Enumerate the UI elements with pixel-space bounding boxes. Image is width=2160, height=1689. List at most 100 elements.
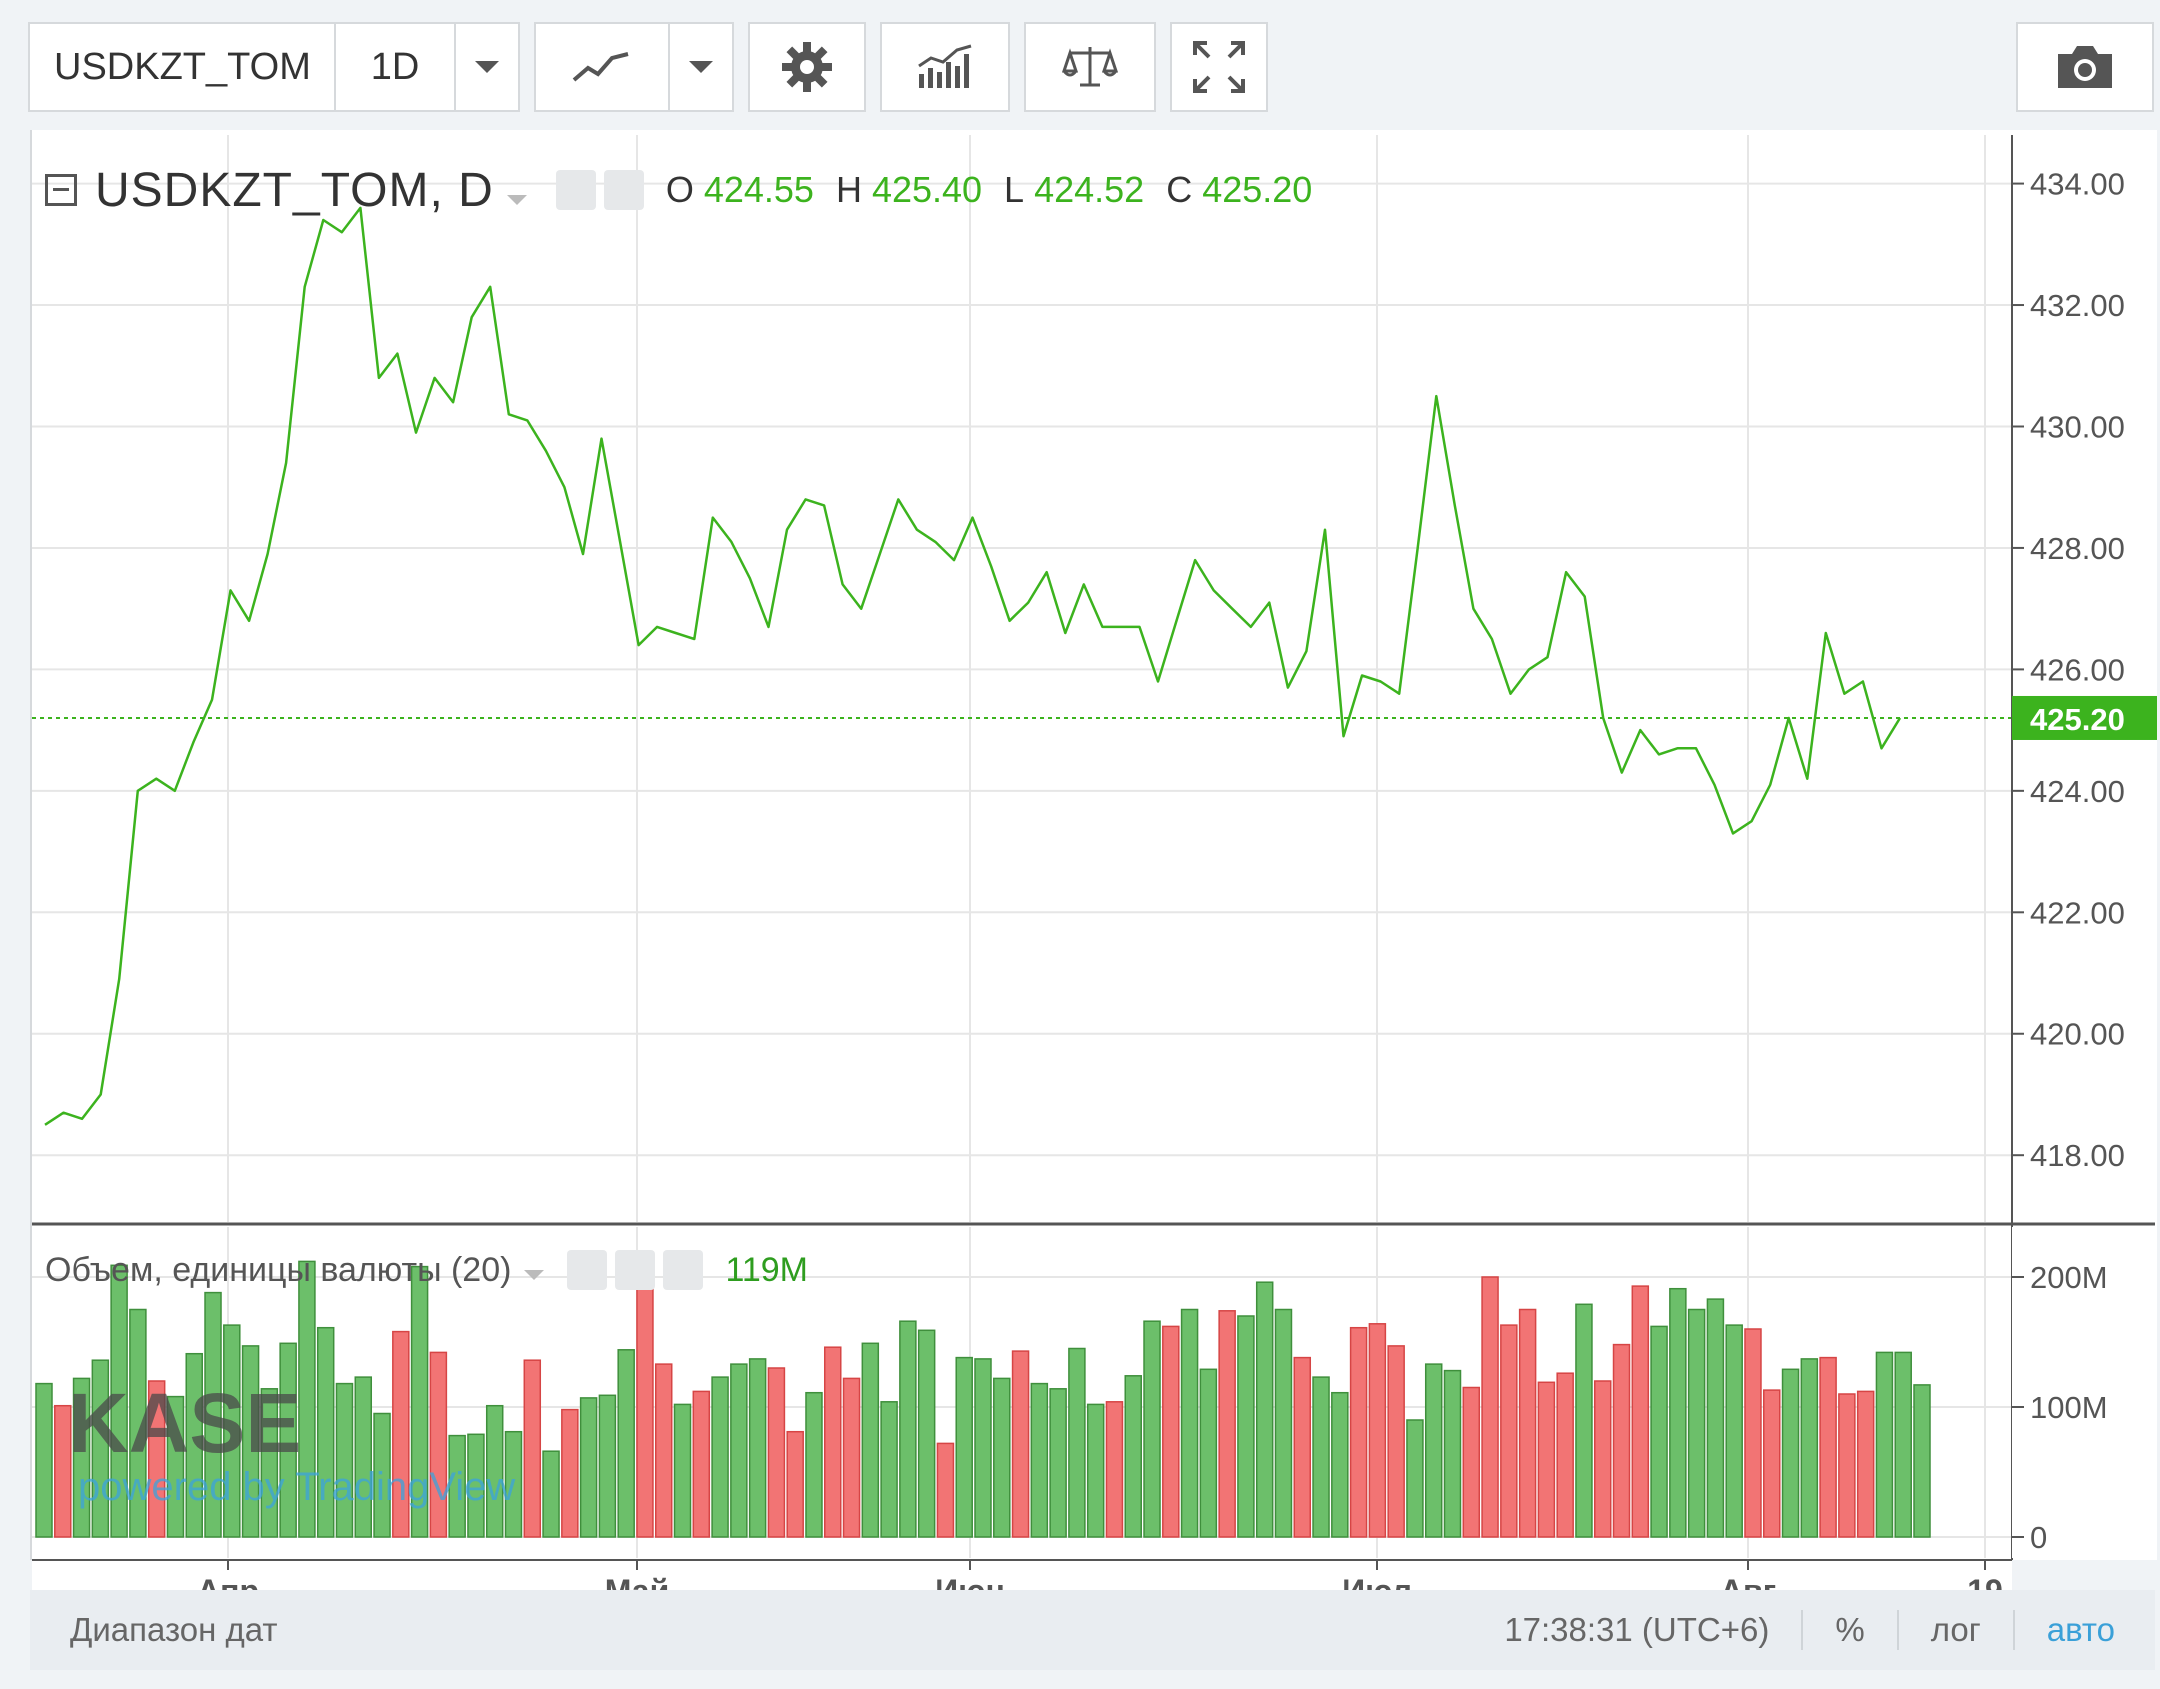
volume-bar: [1349, 1326, 1368, 1538]
interval-label: 1D: [370, 45, 420, 88]
time-axis[interactable]: [32, 1560, 2012, 1590]
volume-bar: [1218, 1310, 1236, 1538]
percent-scale-button[interactable]: %: [1835, 1611, 1865, 1648]
fullscreen-button[interactable]: [1170, 22, 1268, 112]
price-tick-label: 430.00: [2030, 409, 2125, 444]
symbol-search-button[interactable]: USDKZT_TOM: [28, 22, 336, 112]
volume-remove-icon[interactable]: [663, 1250, 704, 1290]
volume-tick-label: 100M: [2030, 1390, 2108, 1425]
chart-canvas[interactable]: 418.00 420.00 422.00 424.00 426.00 428.00 430.…: [0, 0, 2160, 1590]
volume-bar: [354, 1376, 373, 1538]
compare-button[interactable]: [1024, 22, 1156, 112]
screenshot-button[interactable]: [2016, 22, 2154, 112]
gear-icon: [780, 40, 834, 94]
volume-legend: Объем, единицы валюты (20) 119M: [45, 1250, 808, 1290]
collapse-icon[interactable]: [45, 174, 77, 206]
volume-settings-icon[interactable]: [615, 1250, 656, 1290]
volume-bar: [1856, 1390, 1875, 1538]
volume-bar: [1575, 1303, 1593, 1538]
volume-bar: [542, 1450, 560, 1538]
price-tick-label: 428.00: [2030, 531, 2125, 566]
volume-bar: [1143, 1320, 1161, 1538]
volume-bar: [1237, 1315, 1255, 1538]
series-title: USDKZT_TOM, D: [95, 163, 494, 217]
volume-bar: [1387, 1345, 1405, 1538]
volume-bar: [110, 1264, 128, 1538]
volume-bar: [1725, 1324, 1743, 1538]
line-chart-icon: [572, 50, 632, 84]
chart-style-button[interactable]: [534, 22, 670, 112]
price-series-line: [44, 206, 1902, 1126]
volume-bar: [1537, 1381, 1556, 1538]
volume-bar: [1650, 1325, 1668, 1538]
camera-icon: [2054, 44, 2116, 90]
last-price-badge: [2012, 695, 2157, 740]
chart-style-dropdown-button[interactable]: [668, 22, 734, 112]
time-tick-label: Авг: [1720, 1573, 1776, 1590]
price-tick-label: 432.00: [2030, 288, 2125, 323]
volume-bar: [1274, 1308, 1293, 1538]
price-tick-label: 418.00: [2030, 1138, 2125, 1173]
volume-bar: [1838, 1393, 1856, 1538]
volume-bar: [279, 1342, 297, 1538]
close-label: C: [1166, 169, 1193, 210]
volume-bar: [1500, 1324, 1518, 1538]
volume-bar: [1669, 1287, 1687, 1538]
volume-bar: [204, 1291, 222, 1538]
volume-bar: [579, 1397, 598, 1538]
time-tick-label: Май: [605, 1573, 670, 1590]
volume-bar: [260, 1388, 279, 1538]
kase-brand-text: KASE: [68, 1380, 301, 1470]
volume-bar: [1913, 1384, 1931, 1538]
series-menu-chevron-icon[interactable]: [506, 163, 528, 218]
volume-bar: [899, 1320, 917, 1538]
volume-bar: [1763, 1389, 1781, 1538]
price-axis[interactable]: [2012, 135, 2155, 1222]
volume-bar: [485, 1404, 504, 1538]
volume-bar: [1199, 1368, 1218, 1538]
indicators-button[interactable]: [880, 22, 1010, 112]
volume-bar: [917, 1329, 936, 1538]
volume-menu-chevron-icon[interactable]: [523, 1251, 545, 1290]
price-tick-label: 424.00: [2030, 774, 2125, 809]
volume-bar: [1781, 1368, 1800, 1538]
price-tick-label: 434.00: [2030, 167, 2125, 202]
volume-bar: [654, 1363, 673, 1538]
volume-bar: [1518, 1308, 1537, 1538]
volume-bar: [1744, 1328, 1762, 1538]
price-pane[interactable]: [32, 135, 2012, 1222]
interval-dropdown-button[interactable]: [454, 22, 520, 112]
bottom-bar: Диапазон дат 17:38:31 (UTC+6) % лог авто: [30, 1590, 2155, 1670]
time-tick-label: 19: [1967, 1573, 2003, 1590]
volume-bar: [392, 1330, 410, 1538]
open-label: O: [665, 169, 694, 210]
volume-bar: [1443, 1369, 1462, 1538]
volume-bar: [673, 1403, 692, 1538]
bottom-bar-right: 17:38:31 (UTC+6) % лог авто: [1504, 1590, 2155, 1670]
volume-bar: [974, 1358, 992, 1538]
volume-bar: [467, 1433, 485, 1538]
volume-bar: [1819, 1356, 1837, 1538]
volume-bar: [129, 1308, 147, 1538]
last-price-label: 425.20: [2030, 702, 2125, 737]
auto-scale-button[interactable]: авто: [2046, 1611, 2115, 1648]
log-scale-button[interactable]: лог: [1930, 1611, 1981, 1648]
symbol-label: USDKZT_TOM: [54, 45, 311, 88]
volume-bar: [561, 1408, 579, 1538]
close-value: 425.20: [1202, 169, 1313, 210]
kase-watermark: KASE powered by TradingView: [68, 1376, 588, 1510]
date-range-button[interactable]: Диапазон дат: [70, 1611, 278, 1648]
visibility-icon[interactable]: [555, 170, 596, 210]
chevron-down-icon: [688, 60, 714, 74]
time-tick-label: Июл: [1342, 1573, 1412, 1590]
volume-visibility-icon[interactable]: [567, 1250, 608, 1290]
volume-bar: [1293, 1356, 1312, 1538]
divider: [1896, 1610, 1899, 1650]
series-settings-icon[interactable]: [603, 170, 644, 210]
volume-bar: [636, 1273, 654, 1538]
volume-bar: [1049, 1388, 1067, 1538]
settings-button[interactable]: [748, 22, 866, 112]
volume-axis[interactable]: [2012, 1227, 2155, 1558]
volume-bar: [1593, 1380, 1612, 1538]
volume-bar: [1424, 1363, 1443, 1538]
